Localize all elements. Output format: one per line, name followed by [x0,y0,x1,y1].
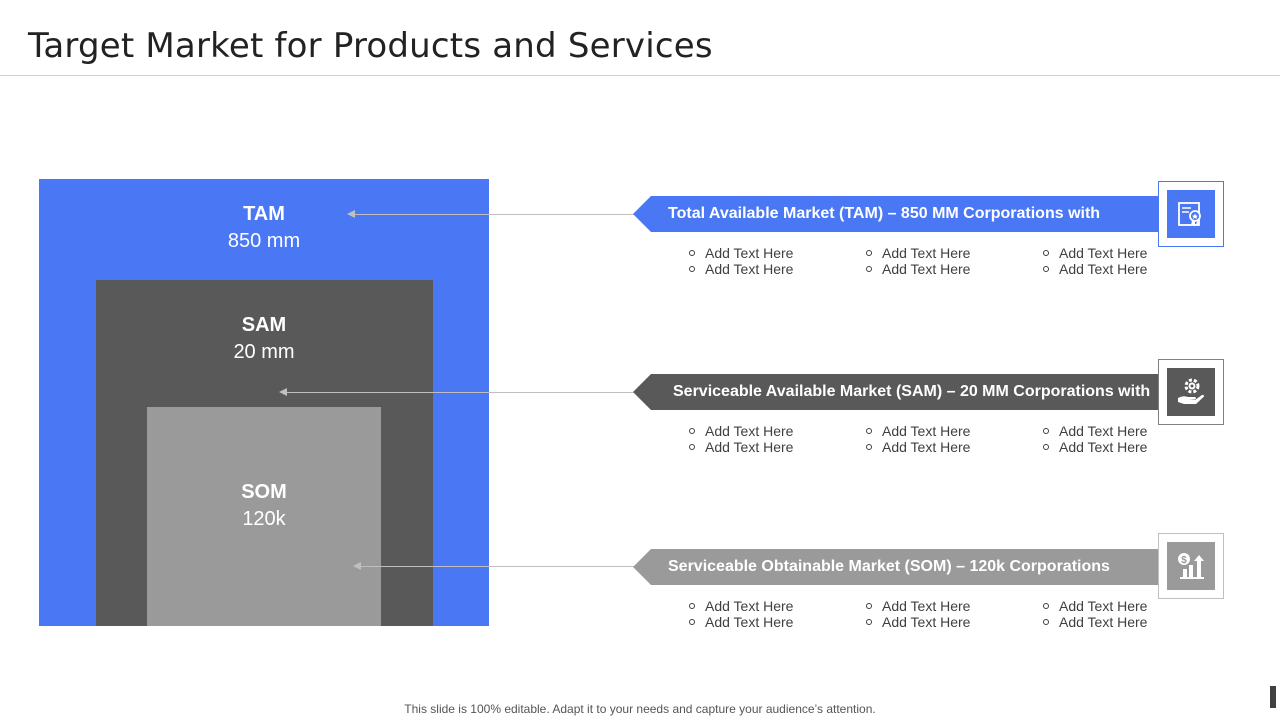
tam-value: 850 mm [227,230,301,252]
svg-text:$: $ [1181,555,1187,566]
list-item: Add Text Here [689,245,793,261]
sam-banner: Serviceable Available Market (SAM) – 20 … [633,374,1167,410]
bullet-circle-icon [689,444,695,451]
bullet-circle-icon [866,266,872,273]
bullet-circle-icon [1043,250,1049,257]
bullet-circle-icon [689,266,695,273]
list-item: Add Text Here [689,598,793,614]
footer-note: This slide is 100% editable. Adapt it to… [404,702,876,716]
som-abbr: SOM [241,481,287,503]
bullet-circle-icon [689,619,695,626]
bullet-circle-icon [866,444,872,451]
list-item: Add Text Here [866,614,970,630]
som-connector [361,566,634,567]
bullet-circle-icon [866,250,872,257]
som-value: 120k [242,508,286,530]
som-arrowhead [353,562,361,570]
bullet-circle-icon [866,619,872,626]
bullet-circle-icon [866,603,872,610]
list-item: Add Text Here [866,245,970,261]
list-item: Add Text Here [866,598,970,614]
bullet-circle-icon [866,428,872,435]
corner-marker [1270,686,1276,708]
list-item: Add Text Here [1043,614,1147,630]
list-item: Add Text Here [689,614,793,630]
som-label: SOM 120k [164,481,364,531]
bullet-circle-icon [1043,603,1049,610]
tam-abbr: TAM [243,203,285,225]
list-item: Add Text Here [866,439,970,455]
sam-label: SAM 20 mm [164,314,364,364]
sam-arrowhead [279,388,287,396]
list-item: Add Text Here [689,423,793,439]
sam-abbr: SAM [241,314,287,336]
list-item: Add Text Here [866,423,970,439]
list-item: Add Text Here [866,261,970,277]
tam-arrowhead [347,210,355,218]
sam-value: 20 mm [233,341,295,363]
bullet-circle-icon [1043,266,1049,273]
list-item: Add Text Here [1043,245,1147,261]
list-item: Add Text Here [1043,439,1147,455]
som-box [147,407,381,626]
list-item: Add Text Here [689,439,793,455]
dollar-growth-icon: $ [1167,542,1215,590]
hand-gear-icon [1167,368,1215,416]
list-item: Add Text Here [689,261,793,277]
bullet-circle-icon [689,250,695,257]
bullet-circle-icon [689,603,695,610]
list-item: Add Text Here [1043,598,1147,614]
title-divider [0,75,1280,76]
sam-icon-frame [1158,359,1224,425]
tam-connector [355,214,634,215]
list-item: Add Text Here [1043,261,1147,277]
bullet-circle-icon [689,428,695,435]
bullet-circle-icon [1043,428,1049,435]
tam-label: TAM 850 mm [164,203,364,253]
sam-connector [287,392,634,393]
tam-icon-frame [1158,181,1224,247]
list-item: Add Text Here [1043,423,1147,439]
bullet-circle-icon [1043,444,1049,451]
som-icon-frame: $ [1158,533,1224,599]
tam-banner: Total Available Market (TAM) – 850 MM Co… [633,196,1167,232]
certificate-award-icon [1167,190,1215,238]
bullet-circle-icon [1043,619,1049,626]
page-title: Target Market for Products and Services [28,26,713,66]
som-banner: Serviceable Obtainable Market (SOM) – 12… [633,549,1167,585]
